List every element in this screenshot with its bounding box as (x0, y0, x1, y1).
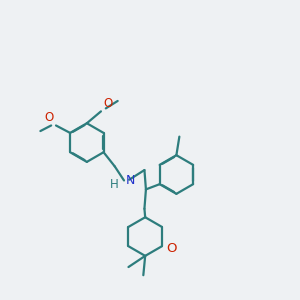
Text: H: H (110, 178, 119, 191)
Text: O: O (167, 242, 177, 255)
Text: N: N (125, 174, 135, 187)
Text: O: O (44, 111, 54, 124)
Text: O: O (103, 97, 112, 110)
